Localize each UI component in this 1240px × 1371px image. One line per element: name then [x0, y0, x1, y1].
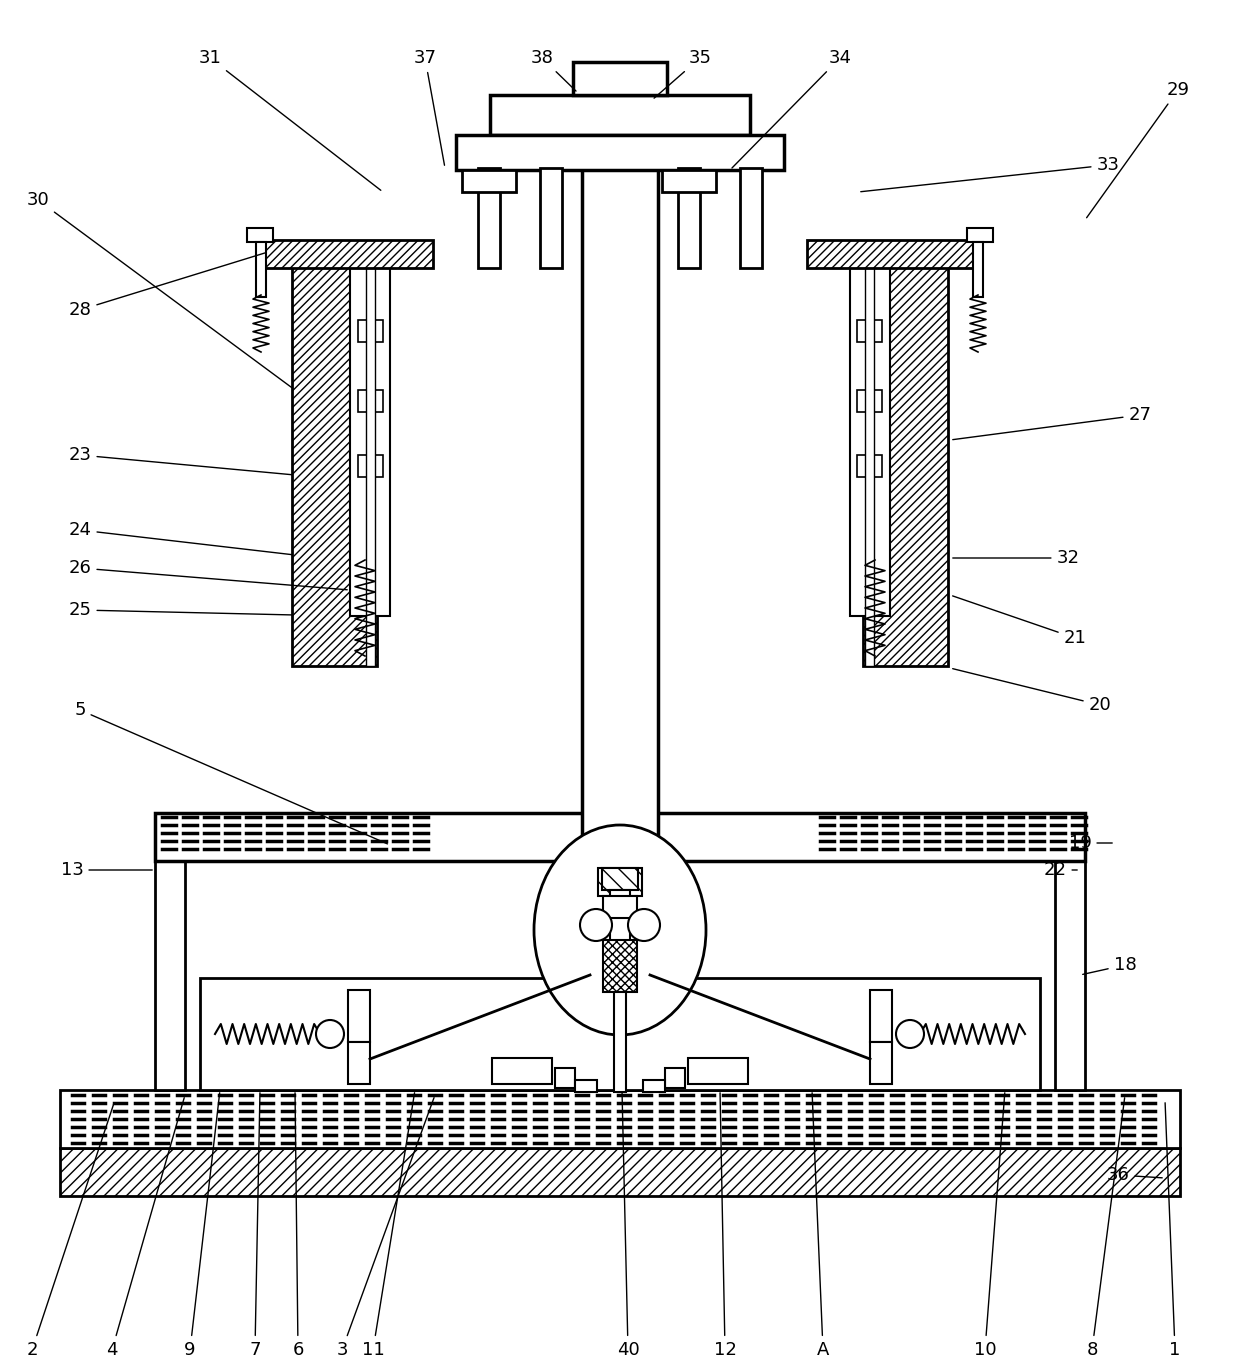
Text: 8: 8 [1086, 1098, 1125, 1359]
Bar [358, 389, 383, 413]
Bar [200, 978, 1040, 1090]
Circle shape [897, 1020, 924, 1047]
Bar [539, 169, 562, 267]
Bar [490, 95, 750, 134]
Bar [603, 941, 637, 993]
Bar [247, 228, 273, 243]
Bar [492, 1058, 552, 1084]
Bar [973, 243, 983, 298]
Bar [348, 990, 370, 1042]
Text: 1: 1 [1166, 1102, 1180, 1359]
Bar [857, 455, 882, 477]
Bar [688, 1058, 748, 1084]
Bar [1055, 856, 1085, 1090]
Bar [807, 240, 982, 267]
Text: 9: 9 [185, 1093, 219, 1359]
Bar [350, 258, 391, 616]
Bar [614, 993, 626, 1091]
Bar [358, 455, 383, 477]
Text: 34: 34 [732, 49, 852, 169]
Bar [740, 169, 763, 267]
Text: 22: 22 [1044, 861, 1078, 879]
Bar [573, 62, 667, 95]
Bar [644, 1080, 665, 1091]
Text: 33: 33 [861, 156, 1120, 192]
Text: 27: 27 [952, 406, 1152, 440]
Bar [857, 319, 882, 341]
Bar [582, 93, 658, 868]
Text: 32: 32 [952, 548, 1080, 568]
Text: 19: 19 [1069, 834, 1112, 851]
Text: 24: 24 [68, 521, 293, 555]
Bar [857, 389, 882, 413]
Bar [610, 890, 630, 962]
Text: 25: 25 [68, 600, 293, 618]
Text: 3: 3 [336, 1098, 434, 1359]
Text: 28: 28 [68, 252, 265, 319]
Text: 36: 36 [1106, 1165, 1162, 1185]
Bar [291, 258, 377, 666]
Bar [258, 240, 433, 267]
Circle shape [316, 1020, 343, 1047]
Text: 30: 30 [26, 191, 293, 388]
Text: 10: 10 [973, 1093, 1004, 1359]
Ellipse shape [534, 825, 706, 1035]
Bar [348, 1042, 370, 1084]
Text: 11: 11 [362, 1093, 414, 1359]
Bar [358, 319, 383, 341]
Bar [366, 258, 374, 666]
Bar [866, 258, 874, 666]
Bar [678, 169, 701, 267]
Text: 26: 26 [68, 559, 347, 590]
Circle shape [627, 909, 660, 941]
Bar [556, 1068, 575, 1089]
Text: 29: 29 [1086, 81, 1189, 218]
Text: 35: 35 [653, 49, 712, 99]
Text: 12: 12 [713, 1093, 737, 1359]
Circle shape [580, 909, 613, 941]
Text: 21: 21 [952, 596, 1086, 647]
Bar [477, 169, 500, 267]
Bar [60, 1090, 1180, 1148]
Bar [601, 868, 639, 890]
Text: A: A [812, 1093, 830, 1359]
Bar [967, 228, 993, 243]
Bar [463, 170, 516, 192]
Text: 37: 37 [413, 49, 444, 166]
Text: 18: 18 [1083, 956, 1136, 975]
Text: 31: 31 [198, 49, 381, 191]
Bar [849, 258, 890, 616]
Text: 40: 40 [616, 1093, 640, 1359]
Text: 2: 2 [26, 1102, 114, 1359]
Bar [863, 258, 949, 666]
Bar [456, 134, 784, 170]
Bar [575, 1080, 596, 1091]
Text: 4: 4 [107, 1098, 185, 1359]
Bar [870, 1042, 892, 1084]
Bar [870, 990, 892, 1042]
Text: 7: 7 [249, 1093, 260, 1359]
Bar [255, 243, 267, 298]
Text: 5: 5 [74, 701, 387, 845]
Text: 23: 23 [68, 446, 293, 474]
Bar [665, 1068, 684, 1089]
Text: 20: 20 [952, 669, 1111, 714]
Text: 13: 13 [61, 861, 153, 879]
Bar [60, 1148, 1180, 1196]
Bar [603, 897, 637, 919]
Text: 6: 6 [293, 1093, 304, 1359]
Bar [662, 170, 715, 192]
Bar [155, 856, 185, 1090]
Bar [598, 868, 642, 897]
Bar [155, 813, 1085, 861]
Text: 38: 38 [531, 49, 577, 90]
